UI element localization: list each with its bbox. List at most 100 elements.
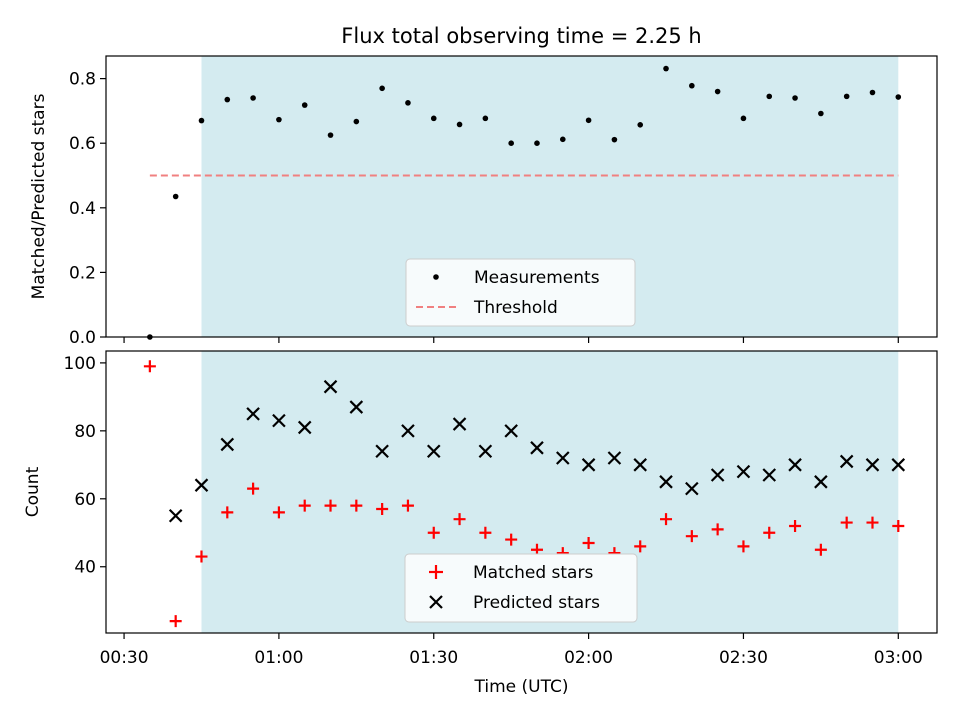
predicted-stars-point: [581, 458, 596, 472]
y-tick-label: 0.0: [69, 328, 96, 348]
measurements-point: [637, 121, 644, 128]
legend-label-threshold: Threshold: [473, 298, 558, 318]
predicted-stars-point: [659, 475, 673, 489]
predicted-stars-point: [168, 509, 183, 523]
predicted-stars-point: [685, 481, 699, 496]
y-tick-label: 40: [74, 558, 96, 578]
predicted-stars-point: [452, 417, 467, 431]
measurements-point: [611, 136, 618, 143]
x-tick-label: 02:00: [564, 648, 613, 668]
legend-marker-matched-stars: [429, 565, 443, 579]
matched-stars-point: [324, 499, 337, 512]
matched-stars-point: [763, 526, 776, 539]
matched-stars-point: [866, 516, 879, 529]
predicted-stars-point: [814, 475, 828, 489]
measurements-point: [456, 121, 463, 128]
bottom-plot-frame: [105, 350, 938, 634]
matched-stars-point: [685, 530, 698, 543]
matched-stars-point: [582, 536, 595, 549]
measurements-point: [843, 93, 850, 100]
measurements-point: [689, 82, 695, 89]
predicted-stars-point: [375, 444, 389, 459]
measurements-point: [766, 93, 773, 100]
y-tick-label: 0.4: [69, 199, 96, 219]
predicted-stars-point: [736, 464, 751, 479]
chart-title: Flux total observing time = 2.25 h: [341, 24, 701, 48]
measurements-point: [663, 65, 669, 72]
matched-stars-point: [247, 482, 260, 495]
matched-stars-point: [221, 506, 234, 519]
top-y-ticks: 0.0 0.2 0.4 0.6 0.8: [69, 70, 106, 348]
matched-stars-point: [711, 523, 724, 536]
x-tick-label: 01:00: [254, 648, 303, 668]
x-tick-label: 03:00: [874, 648, 923, 668]
x-tick-label: 01:30: [409, 648, 458, 668]
measurements-point: [301, 102, 308, 108]
predicted-stars-point: [323, 379, 338, 394]
y-tick-label: 100: [64, 354, 96, 374]
matched-stars-point: [376, 502, 389, 515]
y-tick-label: 0.6: [69, 134, 96, 154]
y-tick-label: 80: [74, 422, 96, 442]
predicted-stars-point: [530, 441, 544, 455]
predicted-stars-point: [633, 458, 647, 472]
top-plot-marks: [147, 65, 902, 340]
legend-marker-predicted-stars: [429, 595, 443, 609]
predicted-stars-point: [504, 424, 518, 438]
matched-stars-point: [272, 506, 285, 519]
top-legend-box: [405, 258, 636, 327]
matched-stars-point: [169, 615, 182, 628]
predicted-stars-point: [194, 478, 209, 492]
bottom-panel: 40 60 80 100 00:30 01:00 01:30 02:00 02:30 03:00…: [23, 350, 938, 697]
measurements-point: [276, 116, 282, 123]
matched-stars-point: [737, 540, 750, 553]
measurements-point: [224, 96, 231, 103]
legend-label-matched-stars: Matched stars: [473, 563, 593, 583]
matched-stars-point: [505, 533, 518, 546]
predicted-stars-point: [349, 400, 364, 414]
measurements-point: [430, 115, 437, 122]
predicted-stars-point: [478, 444, 493, 459]
bottom-y-ticks: 40 60 80 100: [64, 354, 106, 578]
measurements-point: [405, 100, 411, 106]
bottom-legend-box: [404, 553, 638, 623]
measurements-point: [482, 115, 489, 122]
y-tick-label: 0.8: [69, 70, 96, 90]
bottom-plot-marks: [143, 360, 906, 628]
top-plot-frame: [105, 55, 938, 338]
matched-stars-point: [660, 513, 673, 526]
measurements-point: [559, 136, 566, 143]
x-tick-label: 02:30: [719, 648, 768, 668]
measurements-point: [534, 140, 540, 147]
measurements-point: [869, 89, 876, 96]
bottom-legend: Matched stars Predicted stars: [404, 553, 638, 623]
measurements-point: [172, 193, 179, 200]
measurements-point: [714, 88, 721, 95]
predicted-stars-point: [297, 420, 312, 435]
matched-stars-point: [298, 499, 311, 512]
predicted-stars-point: [401, 424, 415, 438]
legend-marker-measurements: [433, 274, 439, 280]
matched-stars-point: [401, 499, 414, 512]
measurements-point: [585, 117, 592, 124]
y-tick-label: 60: [74, 490, 96, 510]
measurements-point: [508, 140, 514, 147]
y-tick-label: 0.2: [69, 263, 96, 283]
matched-stars-point: [789, 519, 802, 532]
predicted-stars-point: [839, 454, 854, 469]
predicted-stars-point: [710, 468, 725, 482]
measurements-point: [198, 117, 205, 124]
top-legend: Measurements Threshold: [405, 258, 636, 327]
predicted-stars-point: [556, 451, 570, 465]
matched-stars-point: [143, 360, 156, 373]
legend-label-predicted-stars: Predicted stars: [473, 593, 600, 613]
measurements-point: [353, 118, 360, 125]
measurements-point: [792, 95, 798, 101]
matched-stars-point: [840, 516, 853, 529]
bottom-y-axis-label: Count: [23, 466, 43, 517]
x-tick-label: 00:30: [100, 648, 149, 668]
measurements-point: [895, 94, 902, 100]
matched-stars-point: [814, 543, 827, 556]
predicted-stars-point: [272, 413, 286, 428]
